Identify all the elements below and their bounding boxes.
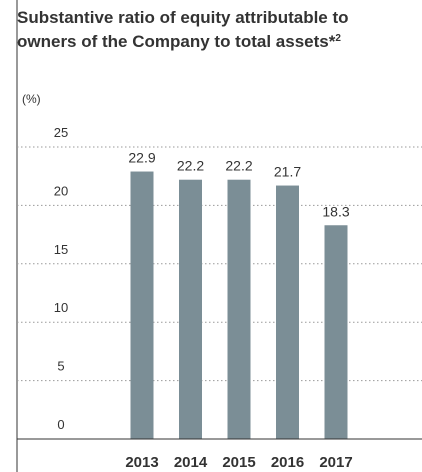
x-axis-ticks: 2013 2014 2015 2016 2017 <box>125 454 352 471</box>
y-tick-label: 15 <box>54 242 68 257</box>
chart-title-line-1: Substantive ratio of equity attributable… <box>17 8 349 27</box>
bar-2016 <box>276 185 299 439</box>
y-tick-label: 25 <box>54 125 68 140</box>
x-tick-label-2015: 2015 <box>222 454 255 471</box>
chart-title-line-2: owners of the Company to total assets*2 <box>17 32 341 51</box>
y-axis-ticks: 0 5 10 15 20 25 <box>54 125 68 432</box>
data-label-2015: 22.2 <box>225 158 252 174</box>
bar-2015 <box>227 179 251 440</box>
y-tick-label: 5 <box>57 359 64 374</box>
x-tick-label-2013: 2013 <box>125 454 158 471</box>
y-tick-label: 10 <box>54 300 68 315</box>
data-label-2017: 18.3 <box>322 203 349 219</box>
bars <box>130 171 348 440</box>
data-labels: 22.9 22.2 22.2 21.7 18.3 <box>128 150 349 220</box>
data-label-2013: 22.9 <box>128 150 155 166</box>
bar-2014 <box>179 179 202 440</box>
chart-title-line-2-text: owners of the Company to total assets* <box>17 32 336 51</box>
chart-title-superscript: 2 <box>335 33 341 44</box>
data-label-2014: 22.2 <box>177 158 204 174</box>
y-tick-label: 20 <box>54 183 68 198</box>
x-tick-label-2014: 2014 <box>174 454 208 471</box>
x-tick-label-2017: 2017 <box>319 454 352 471</box>
data-label-2016: 21.7 <box>274 164 301 180</box>
bar-2013 <box>130 171 154 439</box>
y-axis-unit-label: (%) <box>22 92 41 106</box>
x-tick-label-2016: 2016 <box>271 454 304 471</box>
y-tick-label: 0 <box>57 417 64 432</box>
gridlines <box>17 146 422 382</box>
bar-2017 <box>324 225 348 439</box>
